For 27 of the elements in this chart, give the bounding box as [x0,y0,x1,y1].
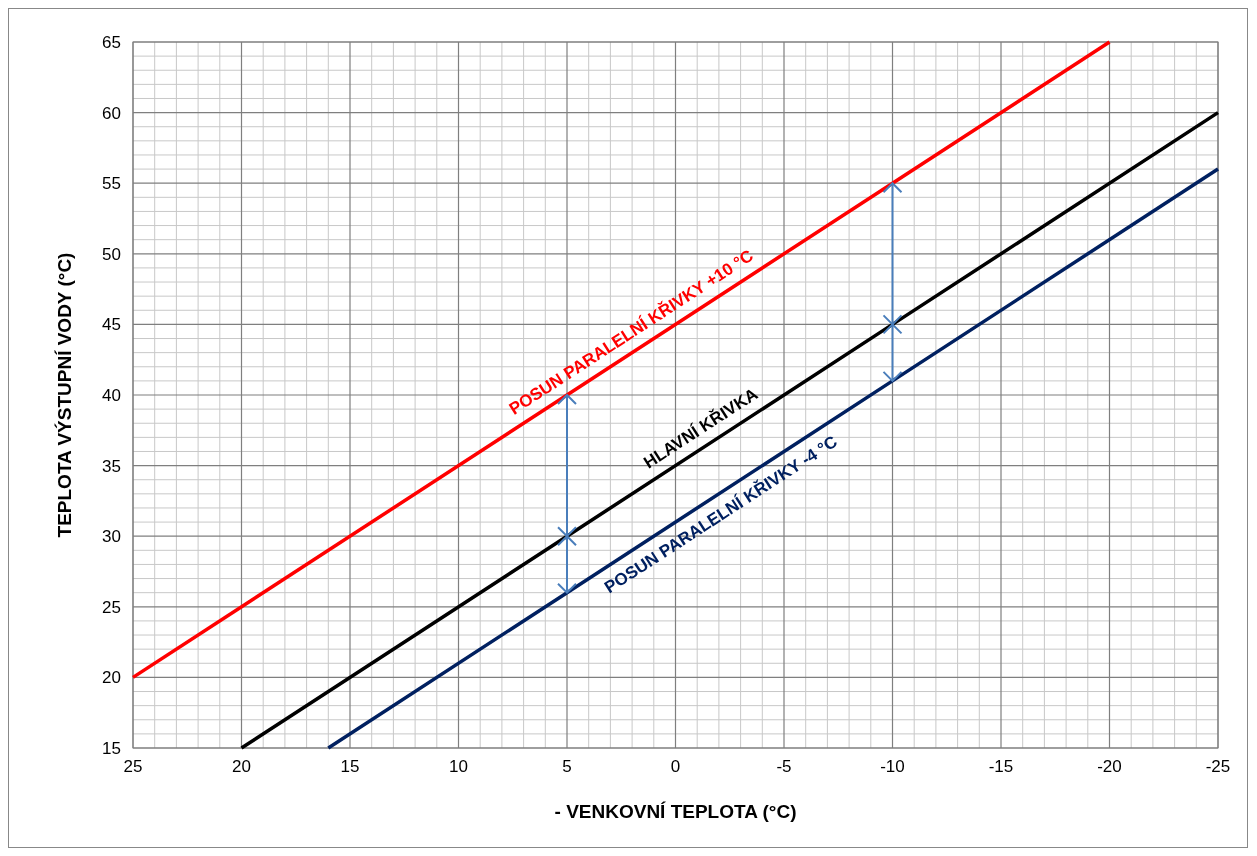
y-tick-label: 45 [102,315,121,335]
y-tick-label: 30 [102,527,121,547]
y-tick-label: 15 [102,738,121,758]
line-series [326,167,1220,750]
y-tick-label: 50 [102,244,121,264]
x-tick-label: -5 [776,757,792,776]
y-tick-label: 40 [102,385,121,405]
x-tick-label: -20 [1097,757,1122,776]
y-tick-label: 20 [102,668,121,688]
y-tick-label: 55 [102,174,121,194]
x-axis-title: - VENKOVNÍ TEPLOTA (°C) [554,801,797,822]
x-tick-label: 5 [562,757,572,776]
x-tick-label: -15 [988,757,1014,776]
x-tick-label: -25 [1205,757,1231,776]
line-series [131,40,1112,680]
x-tick-label: 10 [449,757,468,776]
y-tick-label: 25 [102,597,121,617]
y-axis-title: TEPLOTA VÝSTUPNÍ VODY (°C) [54,252,75,538]
x-tick-label: 25 [123,757,143,776]
line-series [239,110,1220,750]
x-tick-label: 20 [232,757,251,776]
y-tick-label: 35 [102,456,121,476]
x-tick-label: -10 [880,757,905,776]
y-tick-label: 65 [102,32,121,52]
x-tick-label: 15 [340,757,360,776]
y-tick-label: 60 [102,103,121,123]
x-tick-label: 0 [670,757,681,776]
